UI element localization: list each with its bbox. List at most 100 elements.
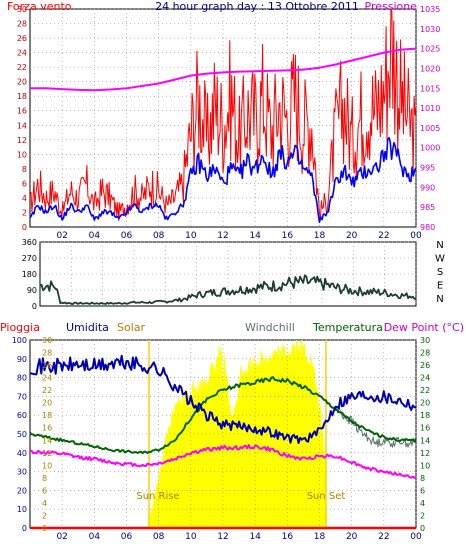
time-tick-label: 02	[56, 231, 67, 241]
solar-fill	[149, 340, 326, 528]
y-tick-label: 1000	[420, 144, 440, 153]
y-tick-label: 0	[32, 302, 37, 311]
humidity-temperature-time-axis: 02 04 06 08 10 12 14 16 18 20 22 00	[56, 532, 422, 542]
y-tick-label: 14	[17, 121, 27, 130]
y-tick-label: 26	[17, 34, 27, 43]
humidity-temperature-grid	[30, 339, 417, 528]
time-tick-label: 08	[153, 532, 165, 542]
y-tick-label: 985	[420, 203, 435, 212]
solar-tick-label: 24	[42, 374, 52, 383]
time-tick-label: 14	[249, 231, 261, 241]
y-tick-label: 80	[17, 374, 27, 383]
y-tick-label: 16	[17, 107, 27, 116]
time-tick-label: 16	[282, 231, 294, 241]
y-tick-label: 8	[420, 474, 425, 483]
time-tick-label: 04	[89, 231, 101, 241]
time-tick-label: 08	[153, 231, 165, 241]
time-tick-label: 12	[217, 532, 228, 542]
windchill-line	[335, 407, 417, 448]
y-tick-label: 1005	[420, 124, 440, 133]
humidity-line	[29, 354, 417, 444]
y-tick-label: 4	[22, 194, 27, 203]
time-tick-label: 20	[346, 231, 358, 241]
y-tick-label: 0	[22, 223, 27, 232]
time-tick-label: 14	[249, 532, 261, 542]
solar-tick-label: 20	[42, 399, 52, 408]
time-tick-label: 06	[121, 231, 133, 241]
y-tick-label: 60	[17, 411, 27, 420]
y-tick-label: 22	[420, 386, 430, 395]
chart-title: 24 hour graph day : 13 Ottobre 2011	[155, 0, 359, 13]
y-tick-label: 1010	[420, 104, 440, 113]
humidity-temperature-series	[29, 354, 417, 530]
time-tick-label: 20	[346, 532, 358, 542]
solar-tick-label: 8	[42, 474, 47, 483]
time-tick-label: 00	[410, 532, 422, 542]
solar-area	[149, 340, 326, 528]
y-tick-label: 30	[17, 468, 27, 477]
y-tick-label: 10	[17, 150, 27, 159]
y-tick-label: 50	[17, 430, 27, 439]
compass-label: W	[435, 254, 445, 265]
y-tick-label: 6	[420, 486, 425, 495]
y-tick-label: 24	[420, 374, 430, 383]
sunset-label: Sun Set	[307, 491, 346, 502]
wind-gust-line	[29, 8, 417, 222]
solar-tick-label: 16	[42, 424, 52, 433]
y-tick-label: 30	[17, 5, 27, 14]
wind-average-line	[29, 136, 417, 223]
y-tick-label: 16	[420, 424, 430, 433]
y-tick-label: 10	[420, 461, 430, 470]
solar-tick-label: 22	[42, 386, 52, 395]
y-tick-label: 14	[420, 436, 430, 445]
y-tick-label: 40	[17, 449, 27, 458]
solar-tick-label: 6	[42, 486, 47, 495]
y-tick-label: 20	[17, 78, 27, 87]
pressure-label: Pressione	[365, 0, 418, 13]
time-tick-label: 04	[89, 532, 101, 542]
y-tick-label: 1030	[420, 25, 440, 34]
y-tick-label: 360	[22, 238, 37, 247]
y-tick-label: 90	[27, 286, 37, 295]
y-tick-label: 980	[420, 223, 435, 232]
time-tick-label: 12	[217, 231, 228, 241]
solar-tick-label: 10	[42, 461, 52, 470]
humidity-label: Umidita	[66, 321, 109, 334]
wind-direction-grid	[40, 241, 417, 306]
y-tick-label: 10	[17, 505, 27, 514]
y-tick-label: 70	[17, 392, 27, 401]
rain-label: Pioggia	[0, 321, 40, 334]
solar-tick-label: 14	[42, 436, 52, 445]
dewpoint-label: Dew Point (°C)	[384, 321, 464, 334]
solar-tick-label: 2	[42, 511, 47, 520]
y-tick-label: 4	[420, 499, 425, 508]
solar-tick-label: 4	[42, 499, 47, 508]
solar-tick-label: 12	[42, 449, 52, 458]
solar-tick-label: 30	[42, 336, 52, 345]
time-tick-label: 18	[314, 231, 326, 241]
time-tick-label: 06	[121, 532, 133, 542]
y-tick-label: 22	[17, 63, 27, 72]
wind-direction-line	[39, 274, 417, 306]
time-tick-label: 16	[282, 532, 294, 542]
solar-tick-label: 18	[42, 411, 52, 420]
wind-direction-axis: 0 90 180 270 360	[22, 238, 37, 311]
compass-label: N	[436, 294, 443, 305]
y-tick-label: 1015	[420, 84, 440, 93]
y-tick-label: 24	[17, 49, 27, 58]
wind-pressure-grid	[30, 8, 417, 227]
y-tick-label: 18	[17, 92, 27, 101]
y-tick-label: 1025	[420, 45, 440, 54]
compass-label: S	[437, 267, 443, 278]
y-tick-label: 18	[420, 411, 430, 420]
wind-pressure-series	[29, 8, 417, 223]
humidity-axis: 0 10 20 30 40 50 60 70 80 90 100	[12, 336, 27, 533]
time-tick-label: 10	[185, 231, 197, 241]
